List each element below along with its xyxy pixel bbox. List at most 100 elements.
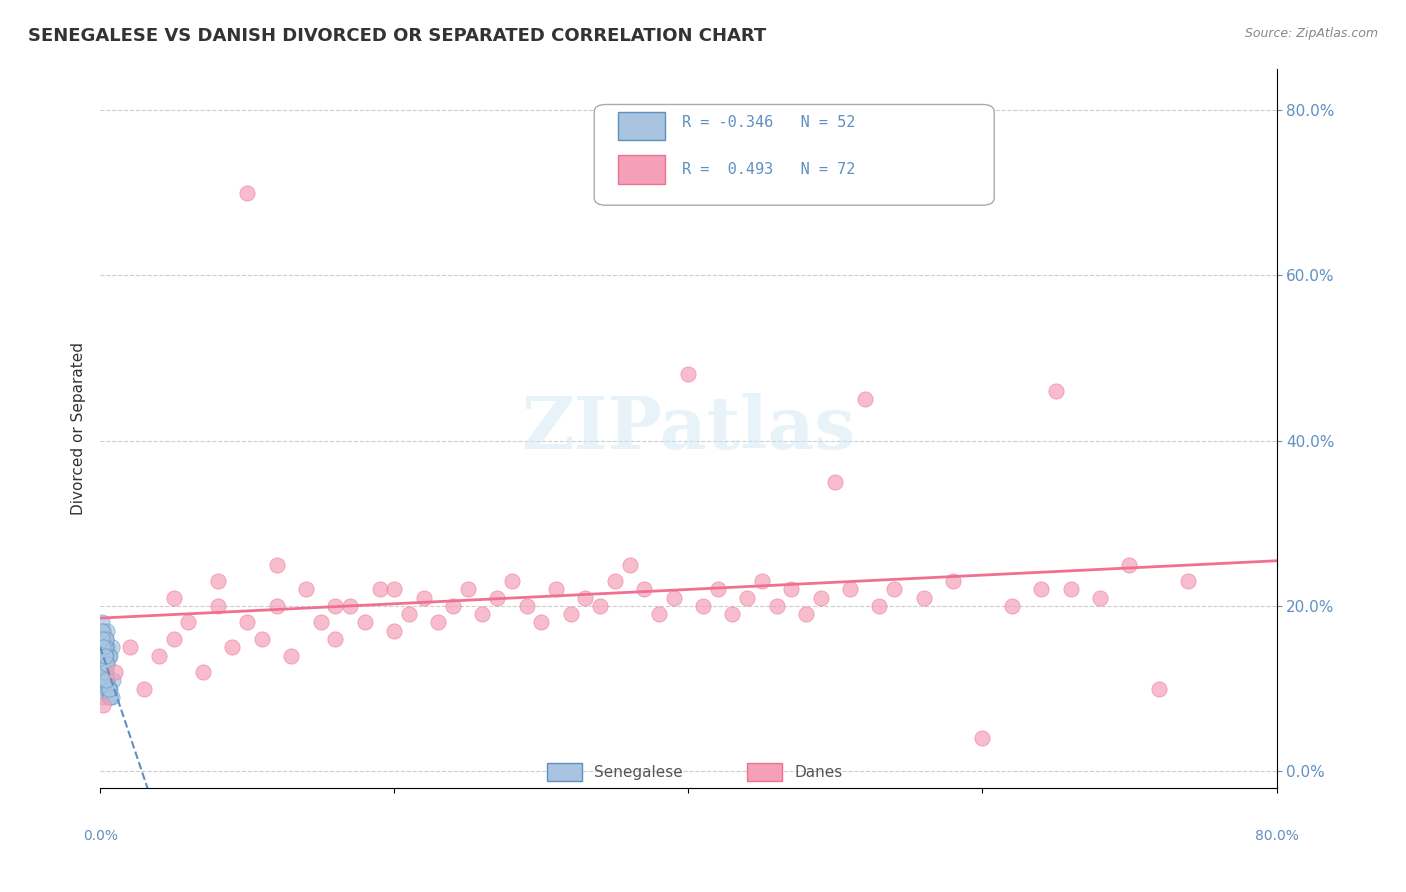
Point — [266, 558, 288, 572]
Point — [544, 582, 567, 597]
Point — [339, 599, 361, 613]
Point — [1088, 591, 1111, 605]
Point — [368, 582, 391, 597]
Point — [96, 624, 118, 638]
Point — [90, 615, 112, 630]
Point — [1118, 558, 1140, 572]
Point — [471, 607, 494, 622]
Point — [1001, 599, 1024, 613]
Y-axis label: Divorced or Separated: Divorced or Separated — [72, 342, 86, 515]
Point — [721, 607, 744, 622]
Point — [382, 582, 405, 597]
Point — [883, 582, 905, 597]
Point — [96, 673, 118, 688]
Point — [97, 681, 120, 696]
Point — [104, 665, 127, 679]
Point — [1177, 574, 1199, 589]
Point — [353, 615, 375, 630]
Point — [427, 615, 450, 630]
Point — [94, 673, 117, 688]
Text: R = -0.346   N = 52: R = -0.346 N = 52 — [682, 115, 856, 130]
Point — [91, 690, 114, 704]
Point — [221, 640, 243, 655]
Point — [486, 591, 509, 605]
Point — [560, 607, 582, 622]
Text: Senegalese: Senegalese — [595, 764, 683, 780]
Point — [457, 582, 479, 597]
Point — [91, 640, 114, 655]
Point — [163, 591, 186, 605]
Point — [134, 681, 156, 696]
Point — [103, 673, 125, 688]
Point — [236, 615, 259, 630]
Point — [810, 591, 832, 605]
Point — [589, 599, 612, 613]
Point — [633, 582, 655, 597]
Text: ZIPatlas: ZIPatlas — [522, 392, 855, 464]
Point — [94, 632, 117, 646]
Point — [93, 648, 115, 663]
Point — [97, 681, 120, 696]
Point — [94, 657, 117, 671]
Point — [1031, 582, 1053, 597]
Text: 0.0%: 0.0% — [83, 830, 118, 843]
Point — [93, 648, 115, 663]
Point — [91, 632, 114, 646]
FancyBboxPatch shape — [547, 763, 582, 780]
Point — [93, 681, 115, 696]
FancyBboxPatch shape — [617, 112, 665, 140]
Point — [93, 657, 115, 671]
Point — [309, 615, 332, 630]
Point — [100, 690, 122, 704]
FancyBboxPatch shape — [595, 104, 994, 205]
Point — [148, 648, 170, 663]
Point — [1147, 681, 1170, 696]
Point — [177, 615, 200, 630]
Point — [912, 591, 935, 605]
Point — [94, 665, 117, 679]
Point — [96, 657, 118, 671]
Point — [96, 657, 118, 671]
Point — [706, 582, 728, 597]
Text: Danes: Danes — [794, 764, 842, 780]
Point — [648, 607, 671, 622]
Point — [412, 591, 434, 605]
Point — [824, 475, 846, 489]
Point — [91, 657, 114, 671]
Point — [692, 599, 714, 613]
Point — [90, 640, 112, 655]
Point — [382, 624, 405, 638]
Point — [501, 574, 523, 589]
Point — [869, 599, 891, 613]
Point — [853, 392, 876, 407]
Point — [751, 574, 773, 589]
Point — [765, 599, 787, 613]
Point — [91, 632, 114, 646]
Point — [96, 681, 118, 696]
Point — [100, 681, 122, 696]
Point — [93, 665, 115, 679]
Point — [93, 673, 115, 688]
Point — [250, 632, 273, 646]
Point — [93, 665, 115, 679]
Text: R =  0.493   N = 72: R = 0.493 N = 72 — [682, 161, 856, 177]
Point — [1059, 582, 1081, 597]
Point — [96, 640, 118, 655]
Point — [280, 648, 302, 663]
Point — [207, 574, 229, 589]
Point — [735, 591, 758, 605]
Point — [325, 599, 347, 613]
Point — [97, 681, 120, 696]
Point — [94, 657, 117, 671]
Point — [603, 574, 626, 589]
Point — [94, 632, 117, 646]
Point — [97, 648, 120, 663]
Point — [1045, 384, 1067, 398]
Point — [325, 632, 347, 646]
Point — [118, 640, 141, 655]
Point — [236, 186, 259, 200]
Point — [90, 657, 112, 671]
Point — [90, 648, 112, 663]
Text: 80.0%: 80.0% — [1254, 830, 1299, 843]
Point — [93, 673, 115, 688]
